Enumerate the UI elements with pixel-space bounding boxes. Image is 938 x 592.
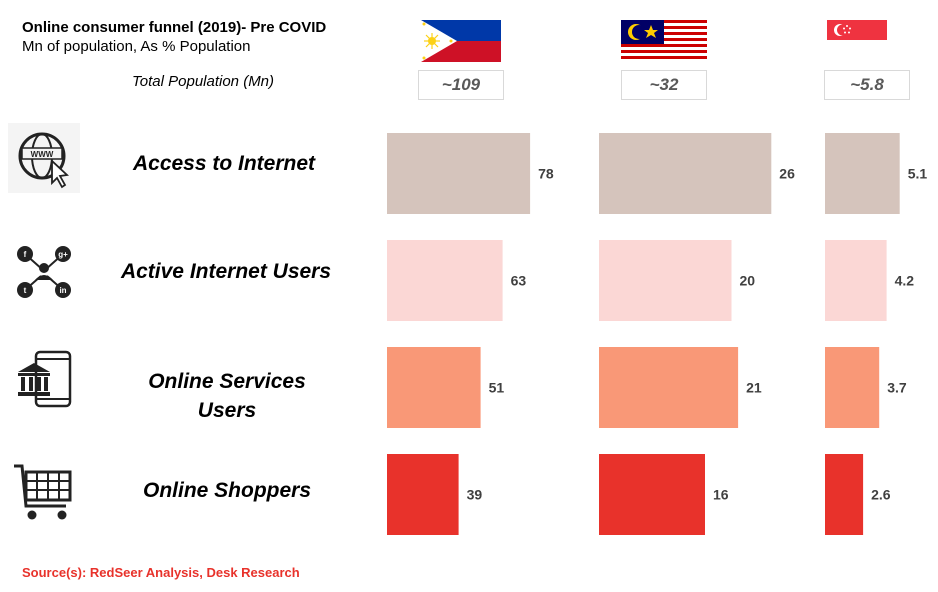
bar-value-c1-r1: 20	[740, 273, 756, 289]
svg-text:f: f	[24, 250, 27, 259]
shopping-cart-icon	[14, 464, 72, 520]
bar-c2-r3	[825, 454, 864, 535]
bar-value-c2-r3: 2.6	[871, 487, 891, 503]
bar-value-c0-r3: 39	[467, 487, 483, 503]
stage-label-access: Access to Internet	[132, 152, 316, 175]
bar-value-c2-r1: 4.2	[895, 273, 915, 289]
population-box-malaysia: ~32	[621, 70, 707, 100]
stage-label-active-users: Active Internet Users	[120, 260, 332, 283]
social-network-user-icon: f g+ t in	[17, 246, 71, 298]
bank-phone-icon	[18, 350, 72, 408]
bar-value-c0-r2: 51	[489, 380, 505, 396]
bar-c0-r1	[387, 240, 503, 321]
bar-c1-r1	[599, 240, 732, 321]
singapore-flag-icon	[827, 20, 887, 60]
bar-value-c1-r0: 26	[779, 166, 795, 182]
philippines-flag-icon	[421, 20, 501, 62]
bar-value-c0-r0: 78	[538, 166, 554, 182]
population-box-singapore: ~5.8	[824, 70, 910, 100]
stage-label-shoppers: Online Shoppers	[142, 479, 312, 502]
malaysia-flag-icon	[621, 20, 707, 62]
bar-value-c2-r0: 5.1	[908, 166, 928, 182]
bar-value-c2-r2: 3.7	[887, 380, 907, 396]
population-label: Total Population (Mn)	[132, 73, 275, 90]
svg-text:in: in	[59, 286, 66, 295]
chart-subtitle: Mn of population, As % Population	[22, 38, 251, 55]
bar-c0-r0	[387, 133, 531, 214]
population-box-philippines: ~109	[418, 70, 504, 100]
bar-c0-r3	[387, 454, 459, 535]
svg-text:WWW: WWW	[31, 150, 54, 159]
bar-c0-r2	[387, 347, 481, 428]
bar-c2-r0	[825, 133, 900, 214]
bar-value-c1-r3: 16	[713, 487, 729, 503]
bar-value-c1-r2: 21	[746, 380, 762, 396]
source-note: Source(s): RedSeer Analysis, Desk Resear…	[22, 565, 300, 580]
bar-c1-r0	[599, 133, 772, 214]
stage-label-online-services: Online Services Users	[148, 370, 306, 422]
svg-text:t: t	[24, 286, 27, 295]
bar-c2-r1	[825, 240, 887, 321]
chart-title: Online consumer funnel (2019)- Pre COVID	[22, 19, 327, 36]
svg-text:g+: g+	[58, 250, 68, 259]
www-globe-cursor-icon: WWW	[8, 123, 80, 193]
bar-c2-r2	[825, 347, 880, 428]
bar-c1-r3	[599, 454, 705, 535]
bar-value-c0-r1: 63	[511, 273, 527, 289]
bar-c1-r2	[599, 347, 739, 428]
